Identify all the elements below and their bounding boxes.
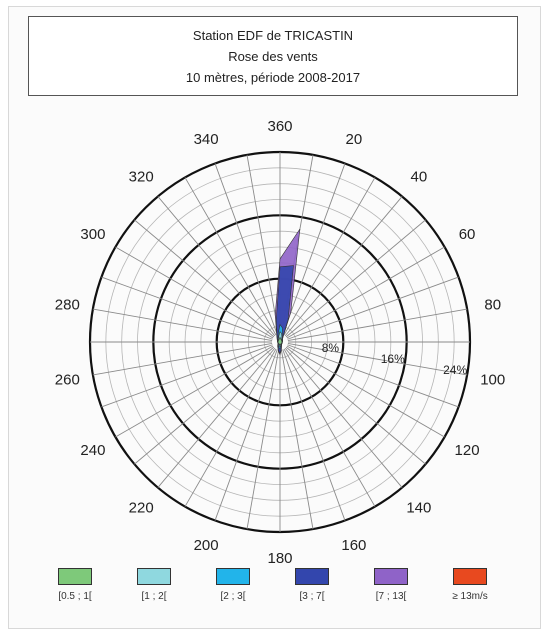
direction-label: 60: [459, 226, 476, 243]
grid-spoke: [286, 345, 445, 438]
legend-label: [0.5 ; 1[: [58, 591, 92, 602]
grid-spoke: [286, 246, 445, 339]
grid-spoke: [283, 177, 376, 336]
direction-label: 180: [267, 550, 292, 567]
direction-label: 260: [55, 372, 80, 389]
grid-spoke: [184, 177, 277, 336]
chart-title-line-2: Rose des vents: [228, 48, 318, 64]
legend: [0.5 ; 1[ [1 ; 2[ [2 ; 3[ [3 ; 7[ [7 ; 13[ ≥ …: [40, 568, 510, 618]
direction-label: 220: [129, 499, 154, 516]
radial-tick-label: 8%: [322, 341, 340, 355]
direction-label: 280: [55, 296, 80, 313]
grid-spoke: [101, 276, 273, 340]
grid-spoke: [92, 308, 273, 342]
grid-spoke: [282, 163, 346, 335]
grid-spoke: [287, 342, 468, 376]
legend-swatch: [216, 568, 250, 585]
legend-swatch: [295, 568, 329, 585]
direction-label: 240: [80, 442, 105, 459]
grid-spoke: [157, 196, 276, 337]
legend-item: [0.5 ; 1[: [40, 568, 110, 602]
chart-title-line-1: Station EDF de TRICASTIN: [192, 27, 354, 43]
grid-spoke: [115, 345, 274, 438]
legend-item: [3 ; 7[: [277, 568, 347, 602]
grid-spoke: [157, 347, 276, 488]
series-polygon: [277, 336, 283, 346]
direction-labels: 360 20 40 60 80 100 120 140 160 180 200 220 240 260 28…: [55, 118, 505, 567]
grid-spoke: [92, 342, 273, 376]
grid-spoke: [284, 347, 403, 488]
direction-label: 200: [194, 537, 219, 554]
chart-title-line-3: 10 mètres, période 2008-2017: [185, 69, 361, 85]
grid-spoke: [246, 154, 280, 335]
radial-tick-label: 16%: [381, 352, 405, 366]
legend-swatch: [137, 568, 171, 585]
grid-spoke: [287, 344, 459, 408]
legend-label: [1 ; 2[: [141, 591, 167, 602]
legend-label: [7 ; 13[: [375, 591, 407, 602]
direction-label: 100: [480, 372, 505, 389]
direction-label: 300: [80, 226, 105, 243]
grid-spoke: [283, 348, 376, 507]
legend-item: ≥ 13m/s: [435, 568, 505, 602]
legend-swatch: [58, 568, 92, 585]
legend-label: [3 ; 7[: [299, 591, 325, 602]
direction-label: 120: [455, 442, 480, 459]
grid-spoke: [282, 349, 346, 521]
direction-label: 40: [410, 169, 427, 186]
legend-item: [2 ; 3[: [198, 568, 268, 602]
grid-spoke: [214, 163, 278, 335]
legend-item: [1 ; 2[: [119, 568, 189, 602]
grid-spoke: [285, 346, 426, 465]
direction-label: 320: [129, 169, 154, 186]
grid-spoke: [115, 246, 274, 339]
direction-label: 80: [484, 296, 501, 313]
legend-label: [2 ; 3[: [220, 591, 246, 602]
chart-title-box: Station EDF de TRICASTIN Rose des vents …: [28, 16, 518, 96]
direction-label: 20: [346, 131, 363, 148]
grid-spoke: [246, 349, 280, 530]
legend-swatch: [374, 568, 408, 585]
legend-label: ≥ 13m/s: [452, 591, 488, 602]
direction-label: 160: [341, 537, 366, 554]
radial-tick-label: 24%: [443, 363, 467, 377]
grid-spoke: [214, 349, 278, 521]
polar-grid: [88, 150, 472, 534]
direction-label: 140: [406, 499, 431, 516]
legend-swatch: [453, 568, 487, 585]
grid-spoke: [101, 344, 273, 408]
grid-spoke: [184, 348, 277, 507]
legend-item: [7 ; 13[: [356, 568, 426, 602]
grid-spoke: [287, 308, 468, 342]
grid-spoke: [287, 276, 459, 340]
wind-rose-series: [274, 228, 301, 356]
grid-spoke: [285, 219, 426, 338]
direction-label: 340: [194, 131, 219, 148]
grid-spoke: [134, 219, 275, 338]
grid-spoke: [134, 346, 275, 465]
grid-spoke: [284, 196, 403, 337]
grid-spoke: [280, 349, 314, 530]
direction-label: 360: [267, 118, 292, 135]
radial-labels: 8% 16% 24%: [322, 341, 468, 377]
